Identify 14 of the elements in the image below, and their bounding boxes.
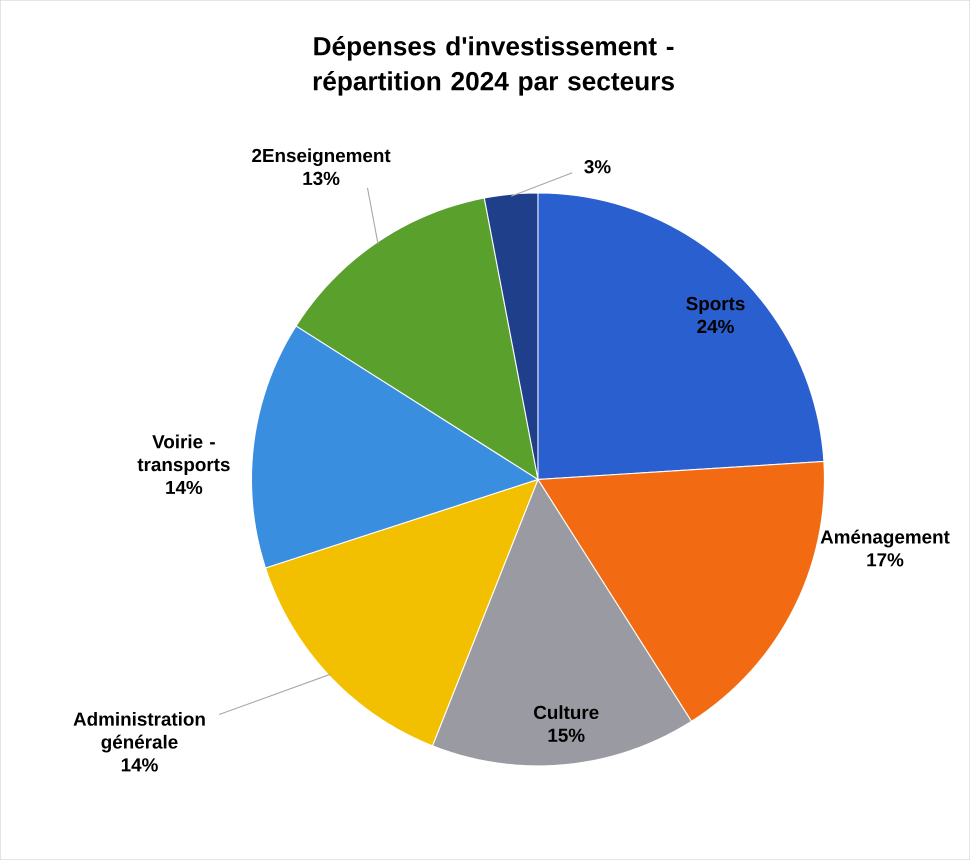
slice-label: Aménagement	[820, 530, 950, 548]
data-label: 15%	[548, 728, 585, 742]
chart-title: Dépenses d'investissement - répartition 2024 par secteurs	[314, 36, 674, 96]
data-label: 13%	[303, 172, 340, 186]
data-label: 3%	[584, 160, 611, 174]
slice-label: 2Enseignement	[252, 148, 390, 166]
data-label: 17%	[867, 553, 904, 566]
slice-label: Sports	[686, 296, 745, 314]
data-label: 24%	[697, 320, 734, 334]
slice-label: Administration générale	[74, 712, 205, 752]
slice-label: Voirie - transports	[138, 434, 230, 475]
data-label: 14%	[166, 480, 202, 494]
data-label: 14%	[122, 758, 158, 772]
slice-label: Culture	[534, 705, 599, 720]
